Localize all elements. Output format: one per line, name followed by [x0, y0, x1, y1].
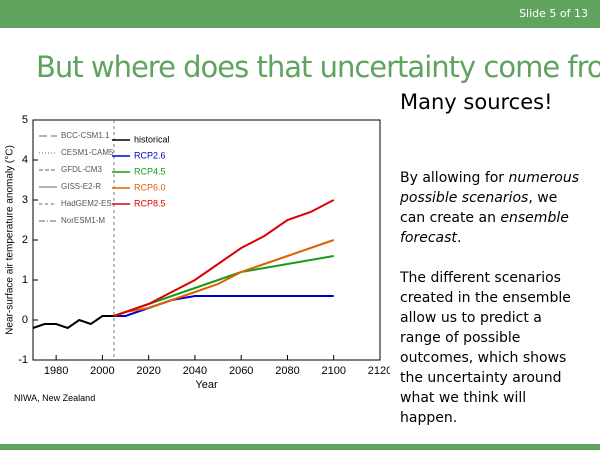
x-tick-label: 2040: [183, 365, 207, 377]
series-line: [113, 255, 334, 317]
y-tick-label: 5: [22, 114, 28, 126]
x-tick-label: 2080: [275, 365, 299, 377]
x-tick-label: 2060: [229, 365, 253, 377]
y-tick-label: 3: [22, 194, 28, 206]
text-run: , we can create an: [400, 190, 558, 226]
legend-label: CESM1-CAM5: [61, 148, 114, 157]
x-axis-label: Year: [195, 379, 218, 391]
x-tick-label: 2120: [368, 365, 390, 377]
text-run: numerous possible scenarios: [400, 170, 580, 206]
paragraph: The different scenarios created in the e…: [400, 268, 585, 428]
y-tick-label: 1: [22, 274, 28, 286]
legend-label: NorESM1-M: [61, 216, 105, 225]
x-tick-label: 2100: [321, 365, 345, 377]
body-text: By allowing for numerous possible scenar…: [400, 168, 585, 448]
y-tick-label: 4: [22, 154, 28, 166]
series-line: [113, 239, 335, 317]
legend-label: RCP8.5: [134, 198, 166, 208]
y-tick-label: 0: [22, 314, 28, 326]
series-line: [113, 199, 335, 317]
legend-label: GISS-E2-R: [61, 182, 101, 191]
legend-label: BCC-CSM1.1: [61, 131, 110, 140]
legend-label: GFDL-CM3: [61, 165, 102, 174]
legend-label: HadGEM2-ES: [61, 199, 112, 208]
legend-label: RCP2.6: [134, 150, 166, 160]
y-tick-label: -1: [18, 354, 28, 366]
legend-label: historical: [134, 134, 170, 144]
y-tick-label: 2: [22, 234, 28, 246]
x-tick-label: 2020: [136, 365, 160, 377]
slide-title: But where does that uncertainty come fro…: [36, 50, 600, 84]
header-bar: [0, 0, 600, 28]
text-run: The different scenarios created in the e…: [400, 270, 571, 426]
subtitle: Many sources!: [400, 90, 553, 114]
text-run: ensemble forecast: [400, 210, 569, 246]
text-run: .: [456, 230, 462, 246]
slide-number: Slide 5 of 13: [519, 7, 588, 20]
legend-label: RCP6.0: [134, 182, 166, 192]
x-tick-label: 2000: [90, 365, 114, 377]
credit: NIWA, New Zealand: [14, 393, 96, 403]
series-line: [113, 295, 334, 317]
x-tick-label: 1980: [44, 365, 68, 377]
series-line: [32, 315, 114, 330]
chart: -1 0 1 2 3 4 5 1980 2000 2020 2040 2060 2080 2100 2120…: [5, 114, 390, 391]
legend-label: RCP4.5: [134, 166, 166, 176]
footer-bar: [0, 444, 600, 450]
y-axis-label: Near-surface air temperature anomaly (°C…: [5, 145, 16, 335]
paragraph: By allowing for numerous possible scenar…: [400, 168, 585, 248]
text-run: By allowing for: [400, 170, 509, 186]
